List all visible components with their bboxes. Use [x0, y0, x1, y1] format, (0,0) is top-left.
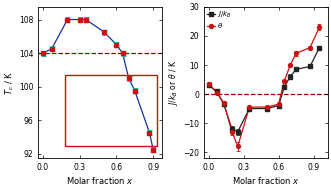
X-axis label: Molar fraction $x$: Molar fraction $x$ [66, 174, 134, 186]
Y-axis label: $T_c$ / K: $T_c$ / K [3, 70, 16, 95]
Y-axis label: $J/k_B$ or $\theta$ / K: $J/k_B$ or $\theta$ / K [167, 59, 180, 106]
X-axis label: Molar fraction $x$: Molar fraction $x$ [232, 174, 300, 186]
Bar [65, 75, 157, 146]
Legend: $J/k_B$, $\theta$: $J/k_B$, $\theta$ [206, 9, 232, 31]
